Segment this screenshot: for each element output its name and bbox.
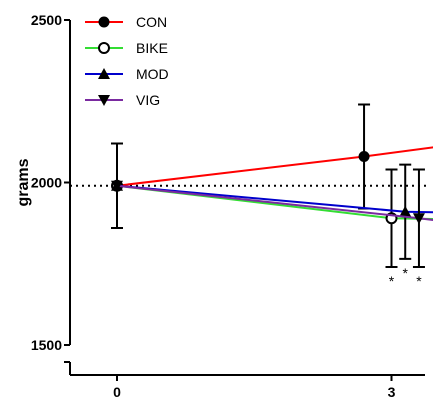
x-tick-label: 3 [388, 384, 396, 400]
series-line [116, 146, 433, 187]
data-point [412, 213, 425, 225]
data-point [399, 205, 412, 217]
significance-label: * [389, 273, 395, 289]
legend-item: CON [85, 14, 167, 30]
legend-label: MOD [136, 66, 169, 82]
legend-item: BIKE [85, 40, 168, 56]
legend-label: VIG [136, 92, 160, 108]
data-point [358, 151, 370, 162]
y-tick-label: 1500 [31, 337, 62, 353]
axes: 150020002500036grams [15, 12, 425, 400]
legend-label: CON [136, 14, 167, 30]
legend-swatch-marker [98, 95, 110, 106]
legend-swatch-marker [98, 42, 110, 54]
data-point [111, 180, 123, 192]
legend-swatch-marker [98, 16, 110, 28]
legend-item: MOD [85, 66, 169, 82]
y-tick-label: 2500 [31, 12, 62, 28]
series-line [116, 184, 433, 222]
legend-swatch-marker [98, 68, 110, 79]
significance-label: * [402, 265, 408, 281]
legend-item: VIG [85, 92, 160, 108]
significance-label: * [416, 273, 422, 289]
legend: CON BIKE MOD VIG [85, 14, 169, 108]
y-tick-label: 2000 [31, 175, 62, 191]
series-vig: **,(‡) [111, 142, 433, 289]
x-tick-label: 0 [113, 384, 121, 400]
series-group: ******,(‡) [111, 103, 433, 289]
y-axis-label: grams [15, 158, 32, 206]
legend-label: BIKE [136, 40, 168, 56]
